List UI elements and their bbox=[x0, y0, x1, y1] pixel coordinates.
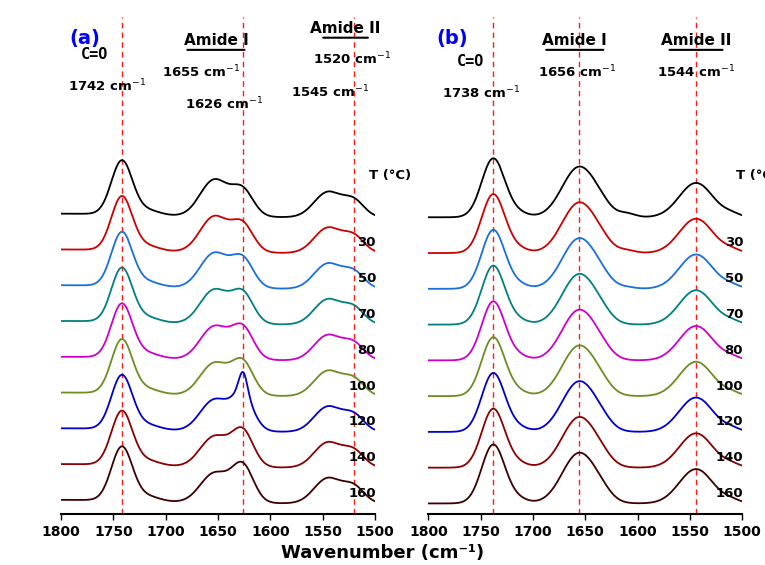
Text: 1626 cm$^{-1}$: 1626 cm$^{-1}$ bbox=[185, 95, 263, 112]
Text: 1742 cm$^{-1}$: 1742 cm$^{-1}$ bbox=[68, 77, 146, 94]
Text: Amide I: Amide I bbox=[542, 33, 607, 47]
Text: 70: 70 bbox=[724, 308, 743, 321]
Text: 30: 30 bbox=[357, 237, 376, 250]
Text: 100: 100 bbox=[348, 380, 376, 393]
Text: 70: 70 bbox=[357, 308, 376, 321]
Text: 1545 cm$^{-1}$: 1545 cm$^{-1}$ bbox=[291, 83, 369, 100]
Text: T (°C): T (°C) bbox=[369, 170, 411, 182]
Text: 50: 50 bbox=[357, 272, 376, 285]
Text: 30: 30 bbox=[724, 237, 743, 250]
Text: 160: 160 bbox=[348, 487, 376, 500]
Text: 1738 cm$^{-1}$: 1738 cm$^{-1}$ bbox=[441, 85, 519, 101]
Text: 1520 cm$^{-1}$: 1520 cm$^{-1}$ bbox=[313, 51, 391, 68]
Text: Amide II: Amide II bbox=[311, 20, 381, 36]
Text: 1544 cm$^{-1}$: 1544 cm$^{-1}$ bbox=[657, 63, 735, 80]
Text: 1655 cm$^{-1}$: 1655 cm$^{-1}$ bbox=[162, 63, 240, 80]
Text: 100: 100 bbox=[715, 380, 743, 393]
Text: 120: 120 bbox=[715, 415, 743, 428]
Text: T (°C): T (°C) bbox=[736, 170, 765, 182]
Text: Amide II: Amide II bbox=[661, 33, 731, 47]
Text: 140: 140 bbox=[348, 451, 376, 464]
Text: 1656 cm$^{-1}$: 1656 cm$^{-1}$ bbox=[538, 63, 616, 80]
Text: (a): (a) bbox=[69, 29, 100, 49]
Text: 140: 140 bbox=[715, 451, 743, 464]
Text: 160: 160 bbox=[715, 487, 743, 500]
Text: 120: 120 bbox=[348, 415, 376, 428]
Text: 50: 50 bbox=[724, 272, 743, 285]
Text: (b): (b) bbox=[436, 29, 468, 49]
Text: 80: 80 bbox=[724, 344, 743, 357]
Text: Amide I: Amide I bbox=[184, 33, 249, 47]
Text: 80: 80 bbox=[357, 344, 376, 357]
Text: C=O: C=O bbox=[81, 47, 109, 62]
Text: C=O: C=O bbox=[457, 54, 484, 69]
Text: Wavenumber (cm⁻¹): Wavenumber (cm⁻¹) bbox=[281, 544, 484, 562]
